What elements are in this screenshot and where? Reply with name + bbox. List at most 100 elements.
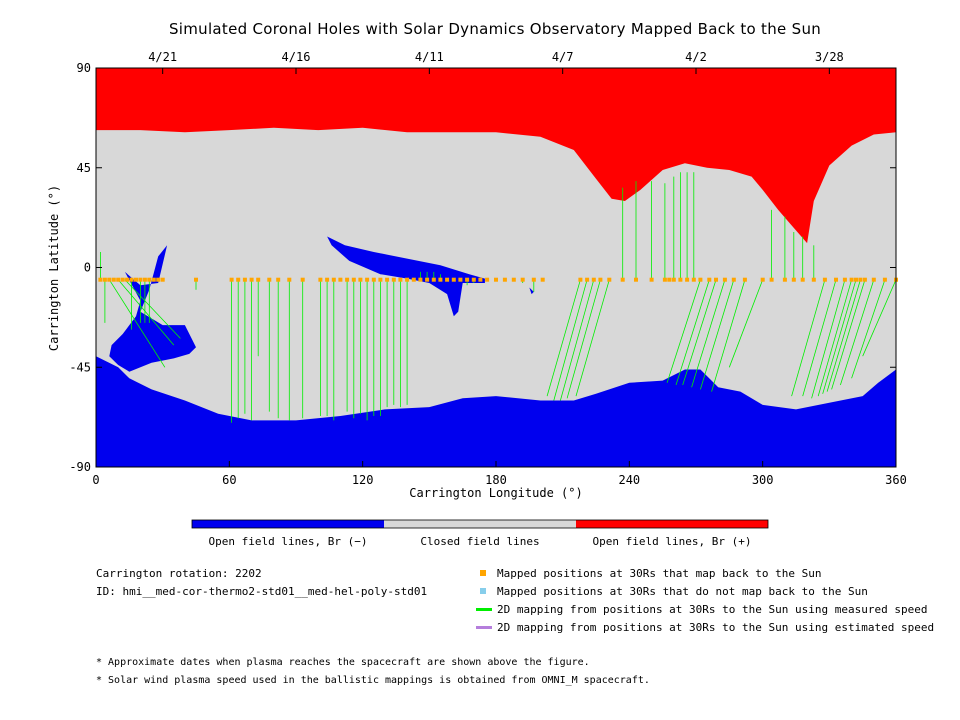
x-tick-label-6: 300 [752,473,774,487]
mapping-line-70 [791,279,826,397]
mapped-point-10 [138,277,143,282]
colorbar-segment-2 [384,520,576,528]
mapped-point-27 [325,277,330,282]
mapped-point-64 [634,277,638,282]
mapped-point-84 [822,277,827,282]
legend-swatch-estimated [476,626,492,629]
mapped-point-86 [842,277,847,282]
mapped-point-37 [391,277,396,282]
mapped-point-81 [791,277,796,282]
mapped-point-36 [385,277,390,282]
mapped-point-19 [242,277,247,282]
mapped-point-40 [411,277,416,282]
mapped-point-14 [156,277,161,282]
mapped-point-9 [134,277,138,282]
mapped-point-5 [116,277,121,282]
y-tick-label-4: -45 [69,360,91,374]
date-tick-label-4: 4/7 [552,50,574,64]
chart-title: Simulated Coronal Holes with Solar Dynam… [168,20,822,38]
mapping-lines-layer [100,172,897,423]
south-negative-hole [96,356,896,467]
legend-label-estimated: 2D mapping from positions at 30Rs to the… [497,621,935,634]
mapped-point-85 [834,277,838,282]
mapped-point-57 [540,277,545,282]
mapped-point-34 [371,277,376,282]
mapping-line-58 [666,279,701,383]
mapped-point-35 [378,277,383,282]
mapped-point-2 [102,277,107,282]
mapped-point-92 [882,277,887,282]
mapped-point-18 [236,277,241,282]
mapping-line-4 [117,279,175,346]
coronal-hole-1 [109,245,196,372]
mapping-line-49 [575,279,610,397]
mapped-point-38 [398,277,403,282]
mapping-line-64 [728,279,764,368]
mapped-point-89 [858,277,863,282]
colorbar-label-2: Closed field lines [420,535,539,548]
mapped-point-49 [471,277,476,282]
mapped-point-91 [871,277,876,282]
mapped-point-82 [800,277,805,282]
mapped-point-41 [418,277,423,282]
mapped-point-16 [194,277,198,282]
mapping-line-46 [553,279,588,401]
mapped-point-58 [578,277,583,282]
mapped-point-4 [111,277,116,282]
y-tick-label-2: 45 [77,161,91,175]
colorbar-label-3: Open field lines, Br (+) [593,535,752,548]
mapped-point-87 [849,277,854,282]
mapped-point-63 [620,277,625,282]
axis-ticks-layer: 0 60 120 180 240 300 360 90 45 0 -45 -90 4/21 4/16 4/1… [69,50,907,487]
mapped-point-75 [722,277,727,282]
mapping-line-47 [560,279,595,401]
mapping-line-63 [711,279,746,392]
mapped-point-7 [125,277,130,282]
mapped-point-6 [120,277,125,282]
x-axis-label: Carrington Longitude (°) [409,486,582,500]
mapped-point-90 [862,277,867,282]
mapped-point-46 [451,277,456,282]
mapped-point-50 [478,277,483,282]
x-tick-label-3: 120 [352,473,374,487]
colorbar-frame [191,519,769,529]
mapped-point-29 [338,277,343,282]
mapping-line-77 [840,279,875,386]
mapping-line-3 [108,279,166,368]
mapped-point-20 [249,277,254,282]
legend-label-measured: 2D mapping from positions at 30Rs to the… [497,603,928,616]
date-tick-label-2: 4/16 [282,50,311,64]
mapped-point-52 [494,277,498,282]
mapped-point-13 [151,277,156,282]
x-tick-label-4: 180 [485,473,507,487]
mapping-line-5 [124,279,181,339]
mapped-point-28 [331,277,336,282]
colorbar: Open field lines, Br (−) Closed field lin… [191,519,769,548]
mapping-line-73 [817,279,852,397]
legend-label-mapped: Mapped positions at 30Rs that map back t… [497,567,822,580]
mapping-line-48 [566,279,601,399]
note-speed: * Solar wind plasma speed used in the ba… [96,675,650,686]
mapped-point-67 [667,277,672,282]
mapped-point-1 [98,277,103,282]
x-tick-label-7: 360 [885,473,907,487]
mapping-line-75 [826,279,861,392]
mapped-point-83 [811,277,816,282]
y-axis-label: Carrington Latitude (°) [47,185,61,351]
mapped-points-layer [98,277,898,282]
carrington-rotation-text: Carrington rotation: 2202 [96,567,262,580]
legend-swatch-measured [476,608,492,611]
date-tick-label-3: 4/11 [415,50,444,64]
mapped-point-31 [351,277,356,282]
mapped-point-45 [445,277,450,282]
mapping-line-62 [700,279,735,390]
date-tick-label-1: 4/21 [148,50,177,64]
x-tick-label-5: 240 [618,473,640,487]
mapped-point-73 [707,277,712,282]
mapped-point-53 [502,277,507,282]
mapped-point-43 [431,277,436,282]
mapping-line-60 [682,279,717,386]
mapped-point-65 [649,277,654,282]
mapped-point-12 [147,277,152,282]
mapped-point-42 [425,277,430,282]
